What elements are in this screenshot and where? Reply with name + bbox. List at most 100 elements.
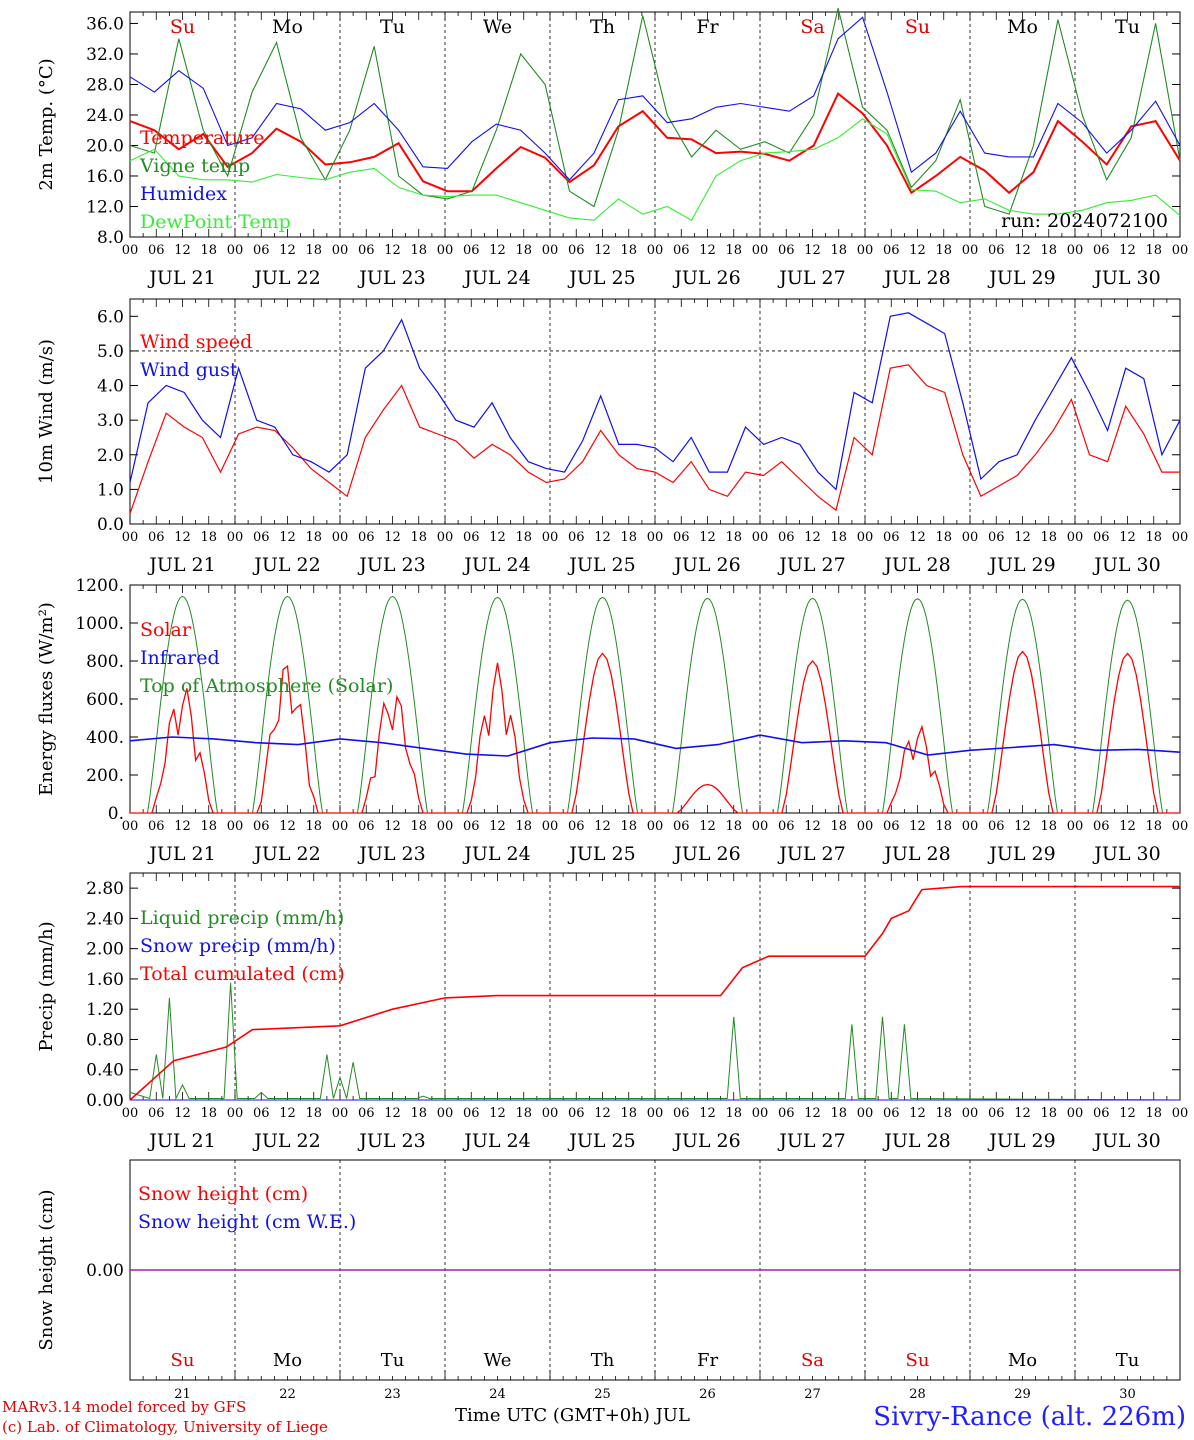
y-tick-label: 5.0 (97, 342, 124, 362)
weekday-label: Tu (380, 16, 405, 38)
legend-entry: Liquid precip (mm/h) (140, 907, 344, 929)
hour-tick-label: 18 (935, 1106, 952, 1121)
weekday-label: Su (171, 1350, 195, 1371)
hour-tick-label: 06 (568, 819, 585, 834)
hour-tick-label: 00 (752, 243, 769, 258)
hour-tick-label: 06 (1093, 243, 1110, 258)
hour-tick-label: 00 (437, 1106, 454, 1121)
day-number-label: 29 (1014, 1387, 1031, 1402)
hour-tick-label: 18 (515, 530, 532, 545)
hour-tick-label: 12 (699, 243, 716, 258)
legend-entry: DewPoint Temp (140, 211, 291, 233)
y-tick-label: 800. (86, 652, 124, 672)
date-tick-label: JUL 30 (1092, 267, 1160, 289)
hour-tick-label: 06 (253, 530, 270, 545)
legend-entry: Snow height (cm W.E.) (138, 1211, 356, 1233)
date-tick-label: JUL 25 (567, 267, 635, 289)
hour-tick-label: 18 (620, 819, 637, 834)
hour-tick-label: 12 (1014, 530, 1031, 545)
weekday-label: We (483, 16, 512, 38)
day-number-label: 21 (174, 1387, 191, 1402)
hour-tick-label: 00 (752, 1106, 769, 1121)
hour-tick-label: 12 (489, 530, 506, 545)
hour-tick-label: 00 (752, 819, 769, 834)
hour-tick-label: 12 (489, 243, 506, 258)
date-tick-label: JUL 26 (672, 267, 740, 289)
hour-tick-label: 00 (962, 530, 979, 545)
day-number-label: 23 (384, 1387, 401, 1402)
hour-tick-label: 18 (515, 1106, 532, 1121)
hour-tick-label: 12 (909, 819, 926, 834)
hour-tick-label: 18 (410, 243, 427, 258)
day-number-label: 28 (909, 1387, 926, 1402)
hour-tick-label: 18 (725, 530, 742, 545)
y-tick-label: 2.80 (86, 879, 124, 899)
hour-tick-label: 00 (647, 819, 664, 834)
hour-tick-label: 18 (725, 243, 742, 258)
date-tick-label: JUL 28 (882, 267, 950, 289)
hour-tick-label: 00 (122, 819, 139, 834)
hour-tick-label: 06 (883, 243, 900, 258)
hour-tick-label: 12 (279, 819, 296, 834)
hour-tick-label: 00 (332, 530, 349, 545)
day-number-label: 26 (699, 1387, 716, 1402)
hour-tick-label: 18 (1145, 819, 1162, 834)
hour-tick-label: 12 (384, 819, 401, 834)
date-tick-label: JUL 24 (462, 1130, 530, 1152)
hour-tick-label: 06 (568, 243, 585, 258)
hour-tick-label: 00 (122, 1106, 139, 1121)
hour-tick-label: 00 (752, 530, 769, 545)
date-tick-label: JUL 26 (672, 1130, 740, 1152)
hour-tick-label: 00 (332, 819, 349, 834)
hour-tick-label: 00 (1067, 1106, 1084, 1121)
hour-tick-label: 06 (988, 1106, 1005, 1121)
legend-entry: Top of Atmosphere (Solar) (140, 675, 393, 697)
hour-tick-label: 12 (174, 243, 191, 258)
y-tick-label: 1200. (75, 576, 124, 596)
y-tick-label: 36.0 (86, 14, 124, 34)
hour-tick-label: 06 (463, 243, 480, 258)
hour-tick-label: 12 (174, 1106, 191, 1121)
y-tick-label: 2.00 (86, 940, 124, 960)
hour-tick-label: 00 (332, 1106, 349, 1121)
y-tick-label: 200. (86, 766, 124, 786)
hour-tick-label: 12 (1119, 1106, 1136, 1121)
hour-tick-label: 06 (463, 819, 480, 834)
hour-tick-label: 00 (1172, 243, 1189, 258)
date-tick-label: JUL 21 (147, 267, 215, 289)
weekday-label: Mo (1007, 16, 1038, 38)
date-tick-label: JUL 29 (987, 843, 1055, 865)
hour-tick-label: 00 (1172, 819, 1189, 834)
weekday-label: Fr (696, 16, 719, 38)
hour-tick-label: 18 (620, 530, 637, 545)
y-axis-label-3: Energy fluxes (W/m²) (36, 602, 57, 796)
x-axis-title: Time UTC (GMT+0h) JUL (455, 1405, 690, 1426)
hour-tick-label: 00 (647, 243, 664, 258)
hour-tick-label: 12 (174, 819, 191, 834)
hour-tick-label: 12 (1014, 819, 1031, 834)
hour-tick-label: 06 (463, 1106, 480, 1121)
hour-tick-label: 00 (857, 530, 874, 545)
hour-tick-label: 00 (542, 1106, 559, 1121)
hour-tick-label: 12 (594, 1106, 611, 1121)
hour-tick-label: 06 (148, 243, 165, 258)
hour-tick-label: 06 (148, 530, 165, 545)
hour-tick-label: 06 (673, 819, 690, 834)
date-tick-label: JUL 21 (147, 1130, 215, 1152)
hour-tick-label: 06 (253, 1106, 270, 1121)
y-tick-label: 0.00 (86, 1261, 124, 1281)
run-label: run: 2024072100 (1001, 210, 1168, 232)
hour-tick-label: 18 (830, 1106, 847, 1121)
legend-entry: Snow precip (mm/h) (140, 935, 336, 957)
hour-tick-label: 12 (279, 530, 296, 545)
date-tick-label: JUL 28 (882, 554, 950, 576)
hour-tick-label: 12 (1119, 530, 1136, 545)
series-line-dewpoint-temp (129, 118, 1181, 221)
hour-tick-label: 00 (437, 530, 454, 545)
legend-entry: Humidex (140, 183, 227, 205)
hour-tick-label: 18 (1040, 530, 1057, 545)
hour-tick-label: 12 (909, 243, 926, 258)
y-tick-label: 6.0 (97, 307, 124, 327)
hour-tick-label: 00 (647, 1106, 664, 1121)
hour-tick-label: 06 (883, 1106, 900, 1121)
